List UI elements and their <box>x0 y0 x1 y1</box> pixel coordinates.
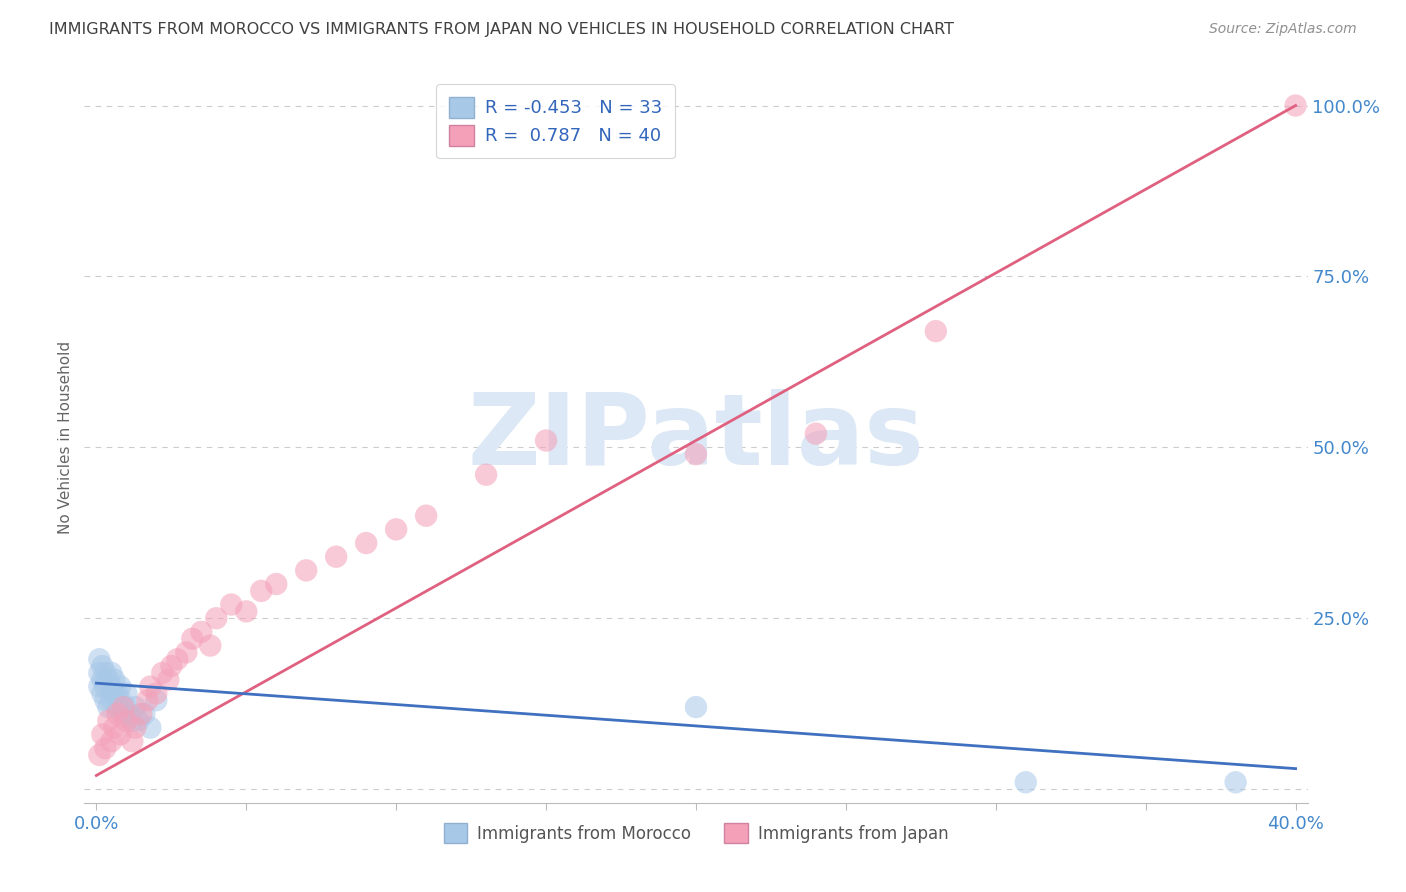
Point <box>325 549 347 564</box>
Point <box>181 632 204 646</box>
Point <box>124 721 146 735</box>
Point <box>91 673 114 687</box>
Point <box>145 693 167 707</box>
Point <box>1284 98 1306 112</box>
Point <box>103 721 125 735</box>
Point <box>200 639 222 653</box>
Point <box>89 747 111 762</box>
Point <box>103 686 125 700</box>
Point <box>89 665 111 680</box>
Point <box>112 706 135 721</box>
Point <box>804 426 827 441</box>
Point <box>94 741 117 756</box>
Point <box>89 652 111 666</box>
Point <box>250 583 273 598</box>
Point <box>94 665 117 680</box>
Point <box>685 700 707 714</box>
Point <box>100 734 122 748</box>
Point <box>160 659 183 673</box>
Point <box>219 598 242 612</box>
Point <box>139 721 162 735</box>
Point <box>91 727 114 741</box>
Point <box>91 659 114 673</box>
Point <box>121 714 143 728</box>
Point <box>91 686 114 700</box>
Point <box>105 686 128 700</box>
Point <box>124 700 146 714</box>
Point <box>131 706 153 721</box>
Point <box>157 673 180 687</box>
Point <box>97 714 120 728</box>
Point <box>150 665 173 680</box>
Point <box>94 680 117 694</box>
Point <box>190 624 212 639</box>
Point <box>139 680 162 694</box>
Point <box>121 734 143 748</box>
Point <box>100 665 122 680</box>
Point <box>534 434 557 448</box>
Point <box>97 700 120 714</box>
Point <box>105 706 128 721</box>
Point <box>145 686 167 700</box>
Point <box>134 706 156 721</box>
Point <box>925 324 948 338</box>
Point <box>385 522 408 536</box>
Point <box>97 673 120 687</box>
Point <box>475 467 498 482</box>
Point <box>264 577 287 591</box>
Point <box>174 645 197 659</box>
Point <box>235 604 257 618</box>
Text: Source: ZipAtlas.com: Source: ZipAtlas.com <box>1209 22 1357 37</box>
Y-axis label: No Vehicles in Household: No Vehicles in Household <box>58 341 73 533</box>
Point <box>415 508 437 523</box>
Point <box>1015 775 1038 789</box>
Point <box>685 447 707 461</box>
Legend: Immigrants from Morocco, Immigrants from Japan: Immigrants from Morocco, Immigrants from… <box>437 817 955 849</box>
Point <box>110 727 132 741</box>
Point <box>112 700 135 714</box>
Point <box>354 536 377 550</box>
Point <box>115 686 138 700</box>
Point <box>1225 775 1247 789</box>
Point <box>103 673 125 687</box>
Point <box>105 700 128 714</box>
Point <box>100 680 122 694</box>
Point <box>127 714 149 728</box>
Point <box>110 693 132 707</box>
Point <box>118 706 141 721</box>
Point <box>110 680 132 694</box>
Point <box>205 611 228 625</box>
Point <box>94 693 117 707</box>
Text: IMMIGRANTS FROM MOROCCO VS IMMIGRANTS FROM JAPAN NO VEHICLES IN HOUSEHOLD CORREL: IMMIGRANTS FROM MOROCCO VS IMMIGRANTS FR… <box>49 22 955 37</box>
Text: ZIPatlas: ZIPatlas <box>468 389 924 485</box>
Point <box>136 693 159 707</box>
Point <box>295 563 318 577</box>
Point <box>100 693 122 707</box>
Point <box>166 652 188 666</box>
Point <box>89 680 111 694</box>
Point <box>115 700 138 714</box>
Point <box>115 714 138 728</box>
